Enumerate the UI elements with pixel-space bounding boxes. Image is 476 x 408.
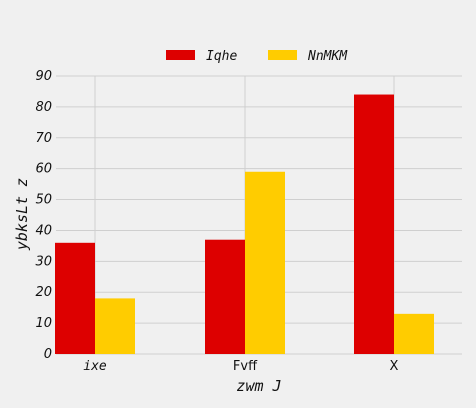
- legend-swatch-nnmkm: [268, 50, 297, 60]
- legend-swatch-iqhe: [166, 50, 195, 60]
- y-tick-label: 40: [35, 223, 52, 238]
- legend-label-nnmkm: NnMKM: [307, 49, 348, 64]
- legend: Iqhe NnMKM: [166, 49, 348, 64]
- y-tick-label: 50: [35, 193, 52, 208]
- y-tick-label: 80: [35, 100, 52, 115]
- y-axis-label: ybksLt z: [13, 178, 31, 251]
- x-tick-labels: ixe Fvff X: [83, 359, 398, 374]
- y-tick-label: 30: [35, 254, 52, 269]
- y-tick-label: 90: [35, 69, 52, 84]
- legend-label-iqhe: Iqhe: [206, 49, 237, 64]
- y-tick-label: 20: [35, 285, 52, 300]
- y-tick-label: 70: [35, 131, 52, 146]
- y-tick-label: 10: [35, 316, 52, 331]
- y-tick-label: 0: [44, 347, 52, 362]
- x-tick-label: X: [390, 359, 399, 374]
- x-tick-label: ixe: [83, 359, 107, 374]
- bars: [55, 94, 434, 355]
- bar-iqhe-fvff: [205, 239, 245, 354]
- y-tick-labels: 0 10 20 30 40 50 60 70 80 90: [35, 69, 52, 362]
- bar-nnmkm-x: [394, 313, 434, 354]
- bar-nnmkm-ixe: [95, 298, 135, 354]
- bar-iqhe-x: [354, 94, 394, 355]
- y-tick-label: 60: [35, 162, 52, 177]
- x-axis-label: zwm J: [236, 377, 281, 395]
- bar-iqhe-ixe: [55, 242, 95, 354]
- bar-nnmkm-fvff: [245, 171, 285, 354]
- x-tick-label: Fvff: [233, 359, 258, 374]
